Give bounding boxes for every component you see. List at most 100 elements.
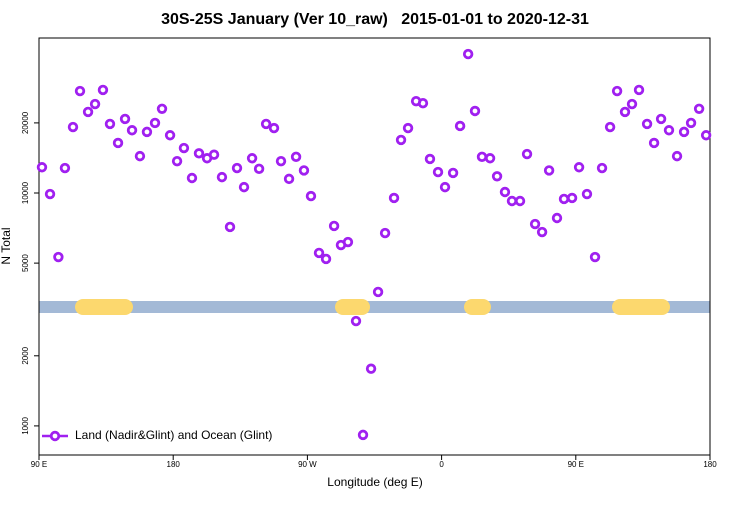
y-axis-label: N Total <box>0 227 13 264</box>
point <box>328 220 340 232</box>
point <box>402 122 414 134</box>
point <box>551 212 563 224</box>
point <box>36 162 48 173</box>
point <box>298 165 310 176</box>
point <box>186 172 198 184</box>
point <box>589 251 601 263</box>
point <box>484 153 496 164</box>
point <box>178 142 190 154</box>
x-axis-label: Longitude (deg E) <box>327 475 422 489</box>
point <box>141 126 153 138</box>
point <box>238 181 250 193</box>
point <box>439 181 451 193</box>
point <box>685 117 697 129</box>
chart-title: 30S-25S January (Ver 10_raw) 2015-01-01 … <box>161 11 589 28</box>
point <box>596 162 608 174</box>
point <box>648 137 660 149</box>
point <box>678 126 690 138</box>
point <box>476 151 488 163</box>
point <box>641 118 653 130</box>
x-tick-label: 90 E <box>568 460 584 469</box>
point <box>581 188 593 200</box>
point <box>290 151 302 163</box>
y-tick-label: 5000 <box>21 254 30 272</box>
point <box>82 106 94 118</box>
point <box>350 315 362 327</box>
point <box>424 153 436 165</box>
point <box>454 120 466 132</box>
point <box>521 148 533 160</box>
point <box>499 186 511 198</box>
point <box>700 130 712 141</box>
point <box>224 221 236 233</box>
point <box>112 137 124 149</box>
legend-label: Land (Nadir&Glint) and Ocean (Glint) <box>75 428 272 442</box>
point <box>283 173 295 185</box>
point <box>231 162 243 174</box>
point <box>193 148 205 159</box>
point <box>663 125 675 136</box>
point <box>74 85 86 97</box>
point <box>268 122 280 134</box>
point <box>611 85 623 97</box>
point <box>208 149 220 160</box>
point <box>97 84 109 96</box>
point <box>633 84 645 96</box>
point <box>388 192 400 204</box>
point <box>573 162 585 173</box>
point <box>469 105 481 117</box>
point <box>543 165 555 176</box>
point <box>246 153 258 164</box>
point <box>156 103 168 114</box>
x-tick-label: 180 <box>703 460 717 469</box>
point <box>134 150 146 162</box>
point <box>253 163 265 175</box>
point <box>619 106 631 118</box>
point <box>357 429 369 441</box>
point <box>566 192 578 204</box>
point <box>104 118 116 130</box>
legend-marker <box>49 430 61 442</box>
point <box>626 98 638 110</box>
point <box>44 188 56 200</box>
point <box>119 113 131 125</box>
point <box>447 167 459 179</box>
point <box>372 286 384 298</box>
point <box>59 162 71 174</box>
point <box>365 363 377 374</box>
point <box>529 218 541 230</box>
point <box>514 195 526 207</box>
point <box>379 227 391 239</box>
point <box>216 171 228 183</box>
point <box>149 117 161 129</box>
x-tick-label: 90 W <box>298 460 317 469</box>
point <box>89 98 101 110</box>
y-tick-label: 1000 <box>21 416 30 434</box>
point <box>558 193 570 205</box>
y-tick-label: 20000 <box>21 111 30 134</box>
point <box>53 251 64 263</box>
point <box>342 236 354 248</box>
point <box>671 150 683 162</box>
point <box>432 166 444 178</box>
point <box>320 253 332 265</box>
point <box>506 195 518 207</box>
y-tick-label: 2000 <box>21 346 30 364</box>
point <box>491 171 503 182</box>
point <box>164 130 176 141</box>
point <box>260 118 272 130</box>
land-ocean-band <box>39 299 710 315</box>
x-tick-label: 180 <box>167 460 181 469</box>
point <box>313 247 325 259</box>
point <box>171 155 183 167</box>
point <box>126 125 138 136</box>
point <box>275 155 287 167</box>
plot-frame <box>38 37 711 456</box>
point <box>655 113 667 125</box>
point <box>693 103 705 114</box>
point <box>305 190 317 202</box>
point <box>417 98 429 109</box>
x-tick-label: 0 <box>439 460 444 469</box>
y-tick-label: 10000 <box>21 181 30 204</box>
